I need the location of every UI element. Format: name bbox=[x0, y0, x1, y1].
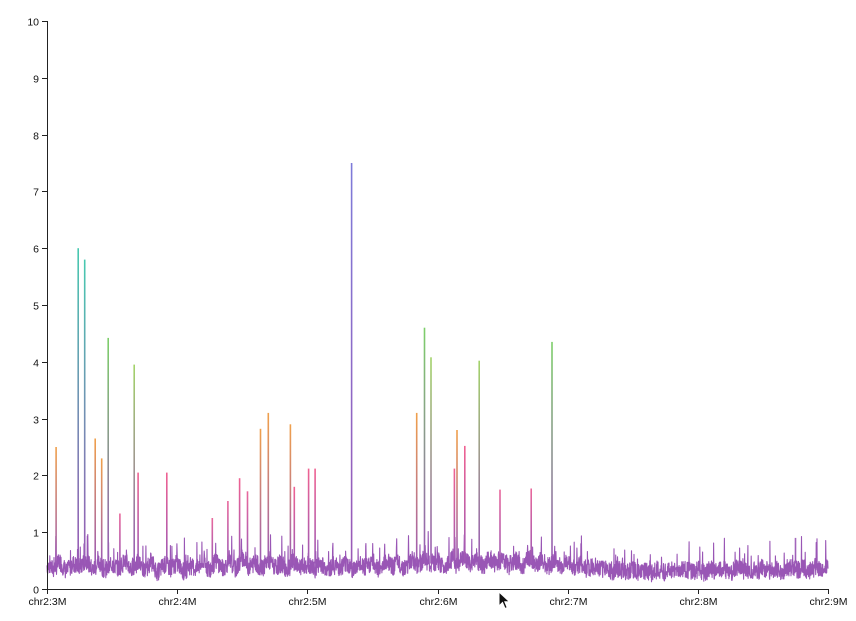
y-tick-label: 6 bbox=[33, 244, 39, 256]
y-axis: 0 1 2 3 4 5 6 7 8 9 10 bbox=[27, 17, 48, 597]
peak-spike bbox=[499, 489, 501, 564]
peak-spike bbox=[227, 501, 229, 564]
peak-spike bbox=[794, 537, 797, 564]
x-tick-label: chr2:9M bbox=[810, 596, 848, 608]
peak-spike bbox=[267, 412, 270, 564]
x-tick-label: chr2:6M bbox=[420, 596, 458, 608]
y-tick-label: 10 bbox=[27, 17, 39, 29]
plot-area bbox=[46, 163, 829, 583]
peak-spike bbox=[211, 518, 214, 564]
y-tick-label: 1 bbox=[33, 528, 39, 540]
peak-spike bbox=[430, 357, 432, 564]
peak-spike bbox=[246, 491, 249, 564]
y-tick-label: 4 bbox=[33, 358, 39, 370]
y-tick-label: 7 bbox=[33, 187, 39, 199]
signal-track bbox=[46, 530, 829, 583]
y-tick-label: 0 bbox=[33, 585, 39, 597]
x-tick-label: chr2:5M bbox=[289, 596, 327, 608]
y-tick-label: 9 bbox=[33, 74, 39, 86]
peak-spike bbox=[464, 445, 466, 564]
x-axis: chr2:3M chr2:4M chr2:5M chr2:6M chr2:7M chr2:… bbox=[29, 589, 848, 608]
peak-spike bbox=[350, 163, 353, 564]
peak-spike bbox=[83, 259, 86, 564]
peak-spike bbox=[133, 364, 135, 564]
mouse-cursor-icon bbox=[498, 591, 511, 610]
y-tick-label: 3 bbox=[33, 415, 39, 427]
peak-spike bbox=[100, 458, 103, 564]
x-tick-label: chr2:4M bbox=[159, 596, 197, 608]
y-tick-label: 5 bbox=[33, 301, 39, 313]
peak-spike bbox=[55, 447, 57, 564]
peak-spike bbox=[77, 248, 79, 564]
peak-spikes bbox=[55, 163, 797, 564]
peak-spike bbox=[166, 472, 168, 564]
x-tick-label: chr2:8M bbox=[680, 596, 718, 608]
x-tick-label: chr2:3M bbox=[29, 596, 67, 608]
baseline-signal-line bbox=[46, 530, 829, 583]
peak-spike bbox=[530, 488, 532, 564]
y-tick-label: 8 bbox=[33, 131, 39, 143]
peak-spike bbox=[289, 424, 292, 564]
peak-spike bbox=[107, 337, 109, 564]
peak-spike bbox=[314, 468, 316, 564]
peak-spike bbox=[551, 341, 553, 564]
y-tick-label: 2 bbox=[33, 471, 39, 483]
peak-spike bbox=[137, 472, 139, 564]
peak-spike bbox=[307, 468, 310, 564]
peak-spike bbox=[119, 513, 121, 564]
peak-spike bbox=[415, 412, 418, 564]
x-tick-label: chr2:7M bbox=[550, 596, 588, 608]
peak-spike bbox=[456, 430, 458, 564]
peak-spike bbox=[94, 438, 96, 564]
peak-spike bbox=[423, 327, 426, 564]
peak-spike bbox=[453, 468, 456, 564]
peak-spike bbox=[478, 360, 480, 564]
peak-spike bbox=[259, 428, 262, 564]
peak-spike bbox=[238, 478, 241, 564]
peak-spike bbox=[293, 486, 296, 564]
